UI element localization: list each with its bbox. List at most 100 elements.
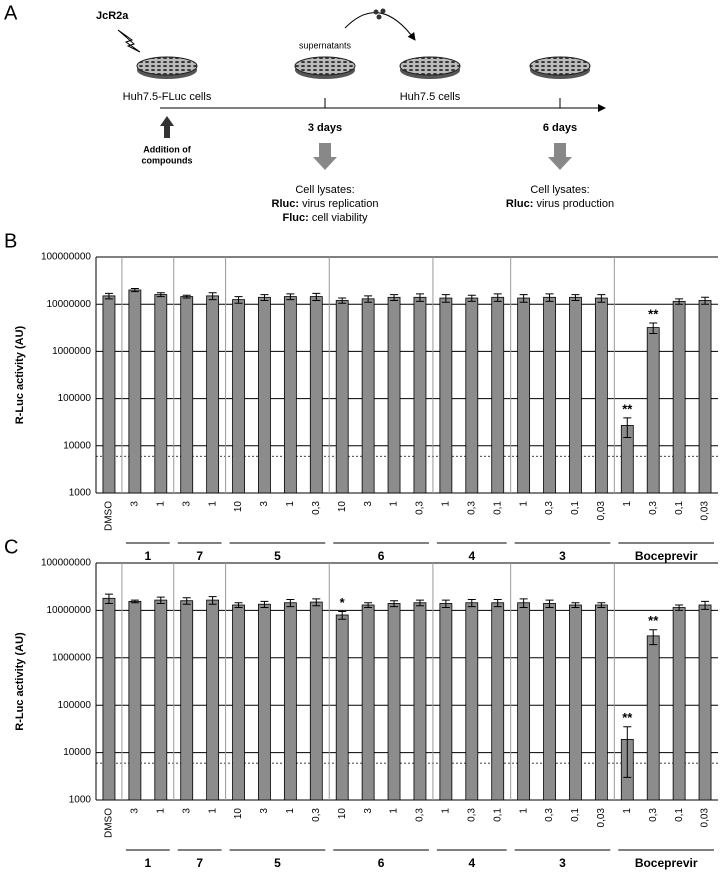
error-bar xyxy=(493,293,502,302)
lightning xyxy=(117,29,141,53)
significance: ** xyxy=(622,710,633,725)
bar xyxy=(309,601,323,801)
readout-text: cell viability xyxy=(312,212,368,224)
error-bar xyxy=(545,293,554,302)
error-bar xyxy=(234,602,243,609)
timepoint: 3 days xyxy=(308,122,342,134)
bar xyxy=(232,299,245,494)
error-bar xyxy=(441,599,450,609)
x-tick-label: 1 xyxy=(441,501,452,507)
x-tick-label: 0,3 xyxy=(466,808,477,822)
y-tick-label: 1000 xyxy=(69,488,92,499)
y-axis-title: R-Luc activity (AU) xyxy=(14,632,26,731)
readout-line: Rluc: virus production xyxy=(506,198,614,210)
significance: ** xyxy=(648,613,659,628)
dish xyxy=(136,56,198,79)
x-tick-label: 0,3 xyxy=(544,808,555,822)
group-label: 5 xyxy=(274,549,281,563)
bar xyxy=(232,604,245,801)
dish xyxy=(529,56,591,79)
dish xyxy=(399,56,461,79)
bar xyxy=(283,602,297,801)
panel-label: A xyxy=(4,2,18,24)
significance: * xyxy=(340,595,346,610)
x-tick-label: 0,1 xyxy=(674,501,685,515)
bar xyxy=(646,635,660,801)
bar xyxy=(439,603,453,801)
bar xyxy=(569,604,582,801)
error-bar xyxy=(130,288,139,293)
error-bar xyxy=(493,598,502,608)
group-label: 7 xyxy=(196,856,203,870)
group-label: 6 xyxy=(378,549,385,563)
y-tick-label: 100000 xyxy=(58,393,92,404)
x-tick-label: 0,1 xyxy=(570,808,581,822)
group-label: 3 xyxy=(559,856,566,870)
x-tick-label: 1 xyxy=(622,501,633,507)
readout-line: Rluc: virus replication xyxy=(272,198,379,210)
x-tick-label: 1 xyxy=(518,808,529,814)
panel-label: C xyxy=(4,536,18,558)
timepoint: 6 days xyxy=(543,122,577,134)
error-bar xyxy=(649,322,658,334)
addition-label: compounds xyxy=(142,155,193,165)
x-tick-label: 0,3 xyxy=(544,501,555,515)
x-tick-label: 1 xyxy=(389,501,400,507)
bar xyxy=(646,327,660,494)
bar xyxy=(128,289,142,494)
bar xyxy=(335,614,349,801)
error-bar xyxy=(130,599,139,604)
x-tick-label: 10 xyxy=(337,808,348,820)
group-label: 6 xyxy=(378,856,385,870)
error-bar xyxy=(701,296,710,305)
error-bar xyxy=(467,598,476,608)
bar xyxy=(154,599,168,801)
group-label: Boceprevir xyxy=(635,856,698,870)
x-tick-label: 3 xyxy=(259,501,270,507)
group-label: 1 xyxy=(144,856,151,870)
readout-key: Fluc: xyxy=(283,212,309,224)
error-bar xyxy=(260,294,269,301)
readout-key: Rluc: xyxy=(506,198,534,210)
error-bar xyxy=(701,600,710,610)
bar xyxy=(698,604,712,801)
x-tick-label: 1 xyxy=(285,501,296,507)
dish xyxy=(294,56,356,79)
bar xyxy=(154,294,168,494)
y-tick-label: 100000000 xyxy=(41,558,91,569)
cells-label: Huh7.5-FLuc cells xyxy=(123,91,212,103)
bar xyxy=(465,602,479,801)
bar xyxy=(102,295,116,494)
error-bar xyxy=(260,600,269,609)
group-label: 5 xyxy=(274,856,281,870)
bar xyxy=(517,602,531,801)
error-bar xyxy=(649,629,658,646)
error-bar xyxy=(338,297,347,304)
x-tick-label: 0,03 xyxy=(596,501,607,521)
bar xyxy=(569,296,582,494)
x-tick-label: 10 xyxy=(337,501,348,513)
error-bar xyxy=(104,593,113,604)
x-tick-label: 0,3 xyxy=(311,501,322,515)
bar xyxy=(439,297,453,494)
error-bar xyxy=(286,598,295,608)
x-tick-label: 1 xyxy=(155,501,166,507)
transfer-label: supernatants xyxy=(299,40,352,50)
error-bar xyxy=(415,599,424,607)
virus-label: JcR2a xyxy=(96,10,129,22)
x-tick-label: 0,3 xyxy=(311,808,322,822)
x-tick-label: 1 xyxy=(285,808,296,814)
y-tick-label: 10000000 xyxy=(47,605,92,616)
readout-line: Fluc: cell viability xyxy=(283,212,368,224)
readout-title: Cell lysates: xyxy=(530,184,589,196)
x-tick-label: 3 xyxy=(181,808,192,814)
bar xyxy=(413,296,427,494)
x-tick-label: 0,1 xyxy=(674,808,685,822)
x-tick-label: 1 xyxy=(622,808,633,814)
y-tick-label: 1000000 xyxy=(52,652,91,663)
addition-arrow xyxy=(160,116,174,138)
bar xyxy=(698,300,712,494)
readout-text: virus production xyxy=(536,198,614,210)
x-tick-label: 0,3 xyxy=(648,808,659,822)
